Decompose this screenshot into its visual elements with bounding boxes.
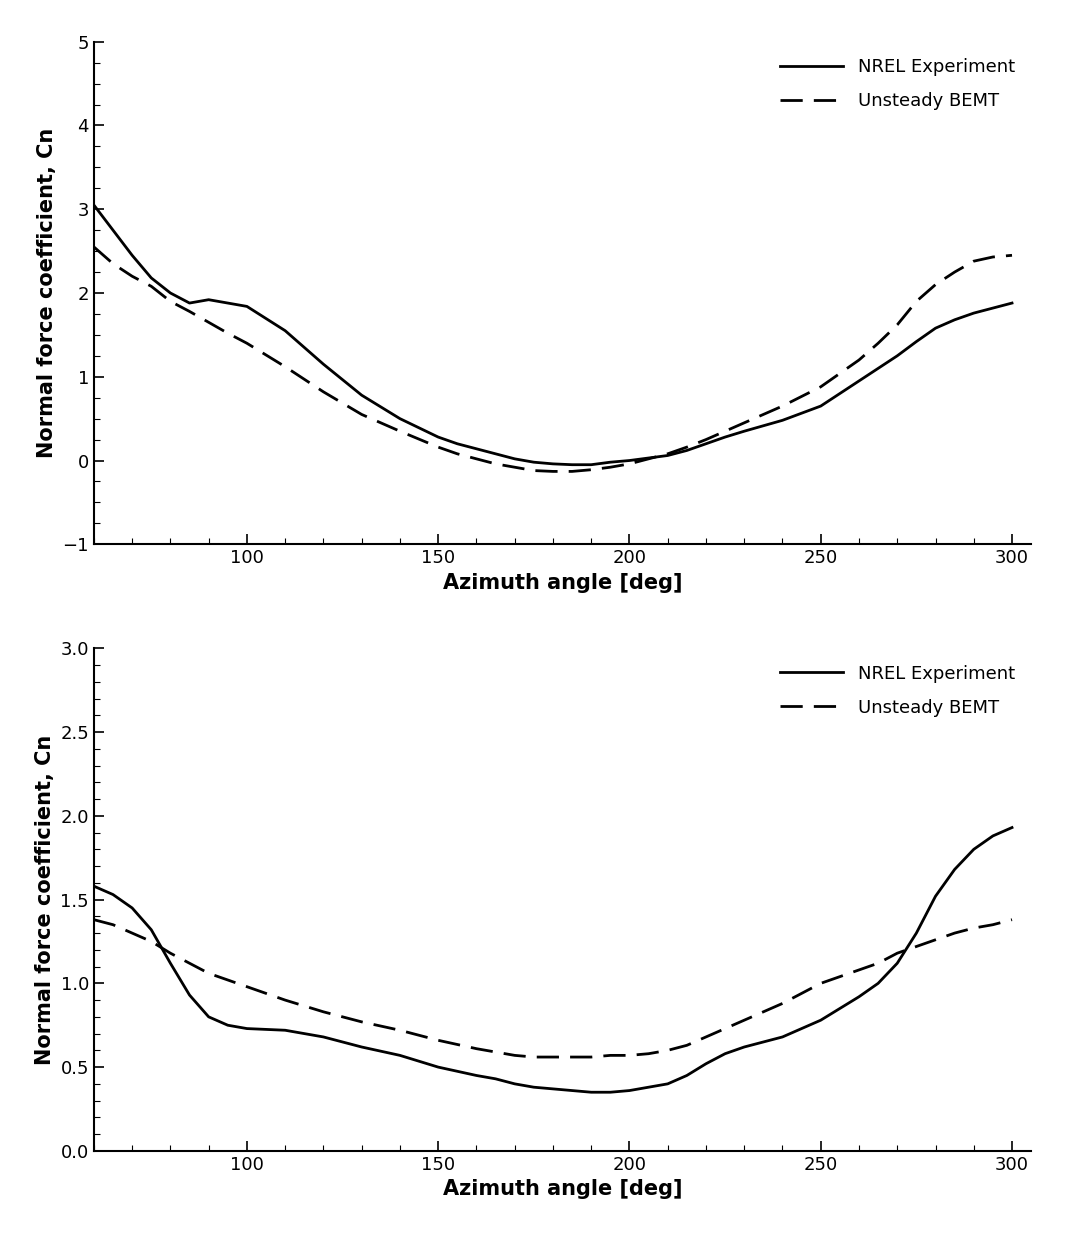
Y-axis label: Normal force coefficient, Cn: Normal force coefficient, Cn (37, 128, 56, 458)
Legend: NREL Experiment, Unsteady BEMT: NREL Experiment, Unsteady BEMT (773, 51, 1022, 117)
Legend: NREL Experiment, Unsteady BEMT: NREL Experiment, Unsteady BEMT (773, 658, 1022, 724)
Y-axis label: Normal force coefficient, Cn: Normal force coefficient, Cn (35, 734, 54, 1065)
X-axis label: Azimuth angle [deg]: Azimuth angle [deg] (442, 1180, 682, 1199)
X-axis label: Azimuth angle [deg]: Azimuth angle [deg] (442, 573, 682, 592)
